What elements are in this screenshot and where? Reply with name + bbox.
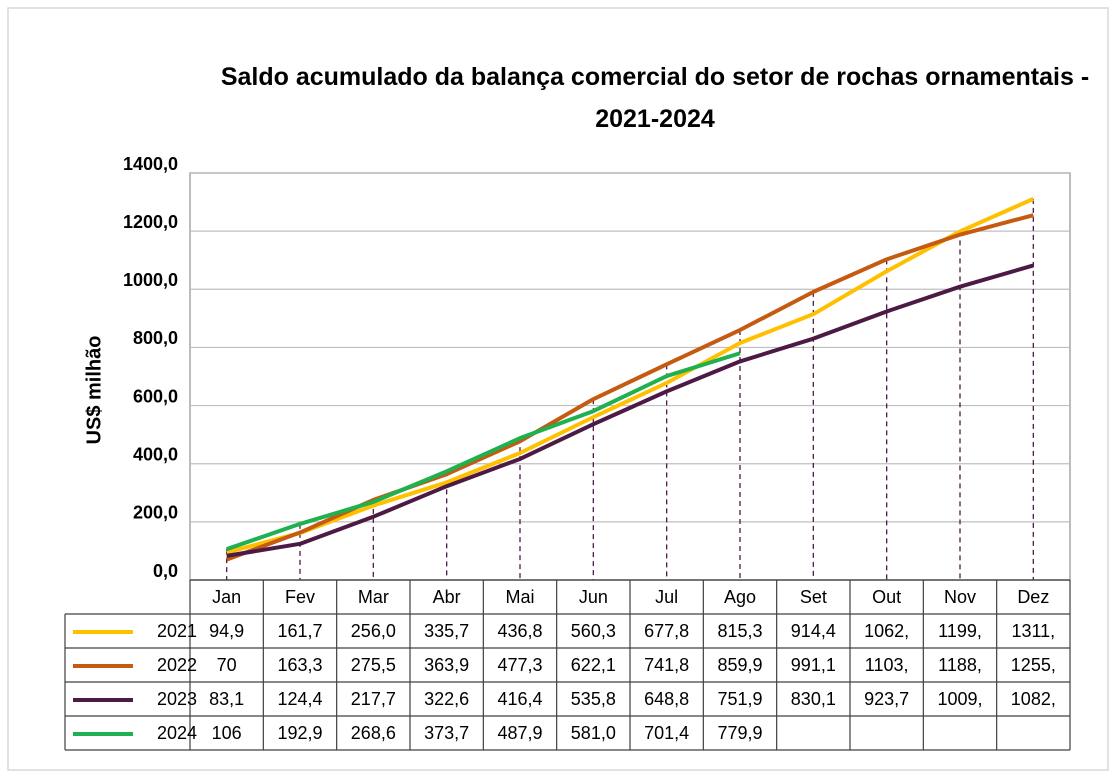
- table-value: 622,1: [571, 655, 616, 675]
- x-tick-label: Ago: [724, 587, 756, 607]
- x-tick-label: Jan: [212, 587, 241, 607]
- x-tick-label: Jul: [655, 587, 678, 607]
- table-value: 923,7: [864, 689, 909, 709]
- table-value: 192,9: [277, 723, 322, 743]
- table-value: 991,1: [791, 655, 836, 675]
- table-value: 217,7: [351, 689, 396, 709]
- table-value: 560,3: [571, 621, 616, 641]
- table-value: 1188,: [938, 655, 982, 675]
- table-value: 373,7: [424, 723, 469, 743]
- table-value: 477,3: [497, 655, 542, 675]
- legend-label: 2022: [157, 655, 197, 675]
- y-tick-label: 600,0: [133, 386, 178, 406]
- table-value: 124,4: [277, 689, 322, 709]
- table-value: 701,4: [644, 723, 689, 743]
- y-tick-label: 1200,0: [123, 212, 178, 232]
- table-value: 830,1: [791, 689, 836, 709]
- table-value: 363,9: [424, 655, 469, 675]
- series-line: [226, 351, 741, 552]
- legend-label: 2023: [157, 689, 197, 709]
- table-value: 779,9: [717, 723, 762, 743]
- table-value: 487,9: [497, 723, 542, 743]
- table-value: 1082,: [1011, 689, 1056, 709]
- series-line: [226, 197, 1035, 555]
- table-value: 335,7: [424, 621, 469, 641]
- table-value: 1103,: [865, 655, 909, 675]
- chart-title: Saldo acumulado da balança comercial do …: [220, 63, 1090, 133]
- table-value: 275,5: [351, 655, 396, 675]
- table-value: 648,8: [644, 689, 689, 709]
- series-line: [226, 263, 1034, 558]
- table-value: 268,6: [351, 723, 396, 743]
- table-value: 256,0: [351, 621, 396, 641]
- x-tick-label: Set: [800, 587, 827, 607]
- legend-label: 2021: [157, 621, 197, 641]
- table-value: 322,6: [424, 689, 469, 709]
- table-value: 94,9: [209, 621, 244, 641]
- y-tick-label: 0,0: [153, 561, 178, 581]
- table-value: 106: [212, 723, 242, 743]
- x-tick-label: Mai: [505, 587, 534, 607]
- table-value: 741,8: [644, 655, 689, 675]
- table-value: 581,0: [571, 723, 616, 743]
- table-value: 535,8: [571, 689, 616, 709]
- table-value: 416,4: [497, 689, 542, 709]
- x-tick-label: Dez: [1017, 587, 1049, 607]
- table-value: 163,3: [277, 655, 322, 675]
- x-tick-label: Out: [872, 587, 901, 607]
- table-value: 677,8: [644, 621, 689, 641]
- x-tick-label: Abr: [433, 587, 461, 607]
- legend-label: 2024: [157, 723, 197, 743]
- y-tick-label: 200,0: [133, 503, 178, 523]
- table-value: 70: [217, 655, 237, 675]
- x-tick-label: Jun: [579, 587, 608, 607]
- table-value: 1009,: [937, 689, 982, 709]
- table-value: 1311,: [1011, 621, 1055, 641]
- y-tick-label: 400,0: [133, 444, 178, 464]
- table-value: 1199,: [938, 621, 982, 641]
- table-value: 914,4: [791, 621, 836, 641]
- y-tick-label: 1400,0: [123, 154, 178, 174]
- table-value: 83,1: [209, 689, 244, 709]
- table-value: 436,8: [497, 621, 542, 641]
- table-value: 859,9: [717, 655, 762, 675]
- x-tick-label: Fev: [285, 587, 315, 607]
- table-value: 815,3: [717, 621, 762, 641]
- x-tick-label: Nov: [944, 587, 976, 607]
- x-tick-label: Mar: [358, 587, 389, 607]
- table-value: 751,9: [717, 689, 762, 709]
- table-value: 161,7: [277, 621, 322, 641]
- y-tick-label: 1000,0: [123, 270, 178, 290]
- y-axis-label: US$ milhão: [83, 336, 105, 445]
- table-value: 1062,: [864, 621, 909, 641]
- table-value: 1255,: [1011, 655, 1056, 675]
- y-tick-label: 800,0: [133, 328, 178, 348]
